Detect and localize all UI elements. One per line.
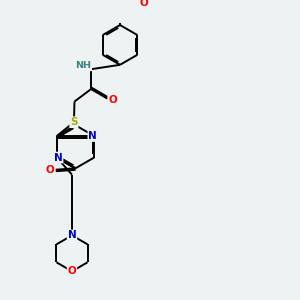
Text: O: O bbox=[108, 95, 117, 105]
Text: S: S bbox=[70, 117, 78, 127]
Text: N: N bbox=[68, 230, 76, 240]
Text: NH: NH bbox=[75, 61, 91, 70]
Text: N: N bbox=[88, 131, 97, 141]
Text: O: O bbox=[68, 266, 76, 276]
Text: N: N bbox=[54, 152, 63, 163]
Text: O: O bbox=[46, 165, 54, 175]
Text: O: O bbox=[140, 0, 148, 8]
